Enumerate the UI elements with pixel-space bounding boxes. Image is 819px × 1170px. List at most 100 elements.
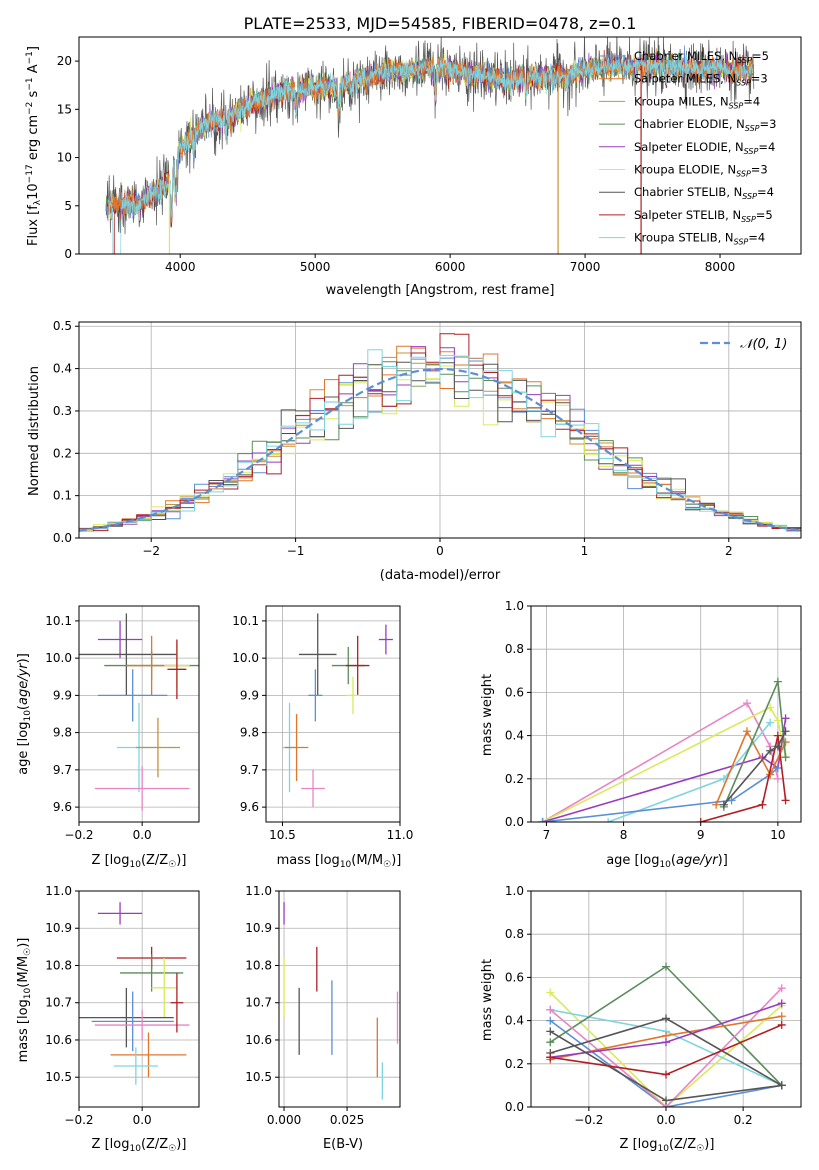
mass-vs-z-ylabel: mass [log10(M/M☉)] bbox=[16, 938, 33, 1063]
weight-marker bbox=[546, 1038, 555, 1047]
y-tick-label: 0.4 bbox=[505, 729, 524, 743]
weight-marker bbox=[546, 1016, 555, 1025]
weight-marker bbox=[781, 753, 790, 762]
age-vs-z-xlabel: Z [log10(Z/Z☉)] bbox=[92, 853, 187, 870]
weight-marker bbox=[773, 677, 782, 686]
legend-label: Kroupa MILES, NSSP=4 bbox=[634, 94, 760, 110]
x-tick-label: 2 bbox=[725, 544, 733, 558]
weight-marker bbox=[662, 1070, 670, 1079]
legend-label: Salpeter ELODIE, NSSP=4 bbox=[634, 140, 775, 156]
weight-marker bbox=[777, 984, 786, 993]
x-tick-label: 7000 bbox=[570, 260, 601, 274]
weight-marker bbox=[662, 1014, 670, 1023]
x-tick-label: −0.2 bbox=[64, 1113, 93, 1127]
weight-line bbox=[549, 1019, 782, 1107]
x-tick-label: 7 bbox=[543, 828, 551, 842]
weight-marker bbox=[781, 796, 790, 805]
weight-marker bbox=[546, 1005, 555, 1014]
y-tick-label: 0.8 bbox=[505, 642, 524, 656]
y-tick-label: 9.8 bbox=[240, 726, 259, 740]
weight-marker bbox=[662, 962, 670, 971]
x-tick-label: 1 bbox=[581, 544, 589, 558]
weight-line bbox=[542, 706, 787, 822]
weight-marker bbox=[743, 727, 751, 736]
age-vs-mass-panel: 10.5 11.0 9.6 9.7 9.8 9.9 10.0 10.1 mass [log10… bbox=[232, 605, 413, 870]
normal-curve bbox=[79, 367, 801, 532]
y-tick-label: 10.0 bbox=[45, 651, 72, 665]
y-tick-label: 10.5 bbox=[245, 1070, 272, 1084]
weight-line bbox=[700, 735, 787, 822]
x-tick-label: 0.0 bbox=[133, 828, 152, 842]
mass-vs-z-plot-area: −0.2 0.0 10.5 10.6 10.7 10.8 10.9 11.0 bbox=[45, 884, 200, 1127]
data-layer bbox=[79, 902, 190, 1085]
weight-marker bbox=[781, 714, 790, 723]
y-tick-label: 0.2 bbox=[505, 772, 524, 786]
x-tick-label: 0.0 bbox=[656, 1113, 675, 1127]
y-tick-label: 0.0 bbox=[505, 815, 524, 829]
y-tick-label: 10.7 bbox=[45, 996, 72, 1010]
x-tick-label: 0.025 bbox=[330, 1113, 364, 1127]
data-layer bbox=[283, 902, 399, 1100]
weight-marker bbox=[719, 800, 728, 809]
residuals-xlabel: (data-model)/error bbox=[380, 568, 501, 583]
weight-marker bbox=[773, 716, 782, 725]
y-tick-label: 0.0 bbox=[53, 531, 72, 545]
y-tick-label: 10.9 bbox=[45, 921, 72, 935]
weight-marker bbox=[743, 699, 751, 708]
y-tick-label: 0.6 bbox=[505, 685, 524, 699]
age-vs-z-plot-area: −0.2 0.0 9.6 9.7 9.8 9.9 10.0 10.1 bbox=[45, 605, 200, 842]
axes-frame bbox=[78, 605, 200, 823]
weight-marker bbox=[781, 727, 790, 736]
residuals-panel: −2 −1 0 1 2 0.0 0.1 0.2 0.3 0.4 0.5 𝒩(0, 1) (data-m… bbox=[27, 319, 802, 583]
x-tick-label: 10.5 bbox=[269, 828, 296, 842]
y-tick-label: 0.2 bbox=[505, 1057, 524, 1071]
spectrum-panel: 4000 5000 6000 7000 8000 0 5 10 15 20 Chabrier MIL… bbox=[25, 36, 802, 298]
weight-marker bbox=[662, 1096, 670, 1105]
weight-marker bbox=[773, 731, 782, 740]
weight-marker bbox=[777, 1012, 786, 1021]
weight-marker bbox=[662, 1038, 670, 1047]
weight-marker bbox=[538, 818, 547, 822]
x-tick-label: 0.0 bbox=[133, 1113, 152, 1127]
legend-label: Salpeter MILES, NSSP=3 bbox=[634, 72, 768, 88]
weight-vs-age-plot-area: 7 8 9 10 0.0 0.2 0.4 0.6 0.8 1.0 bbox=[505, 599, 802, 842]
y-tick-label: 1.0 bbox=[505, 599, 524, 613]
y-tick-label: 11.0 bbox=[45, 884, 72, 898]
y-tick-label: 5 bbox=[64, 199, 72, 213]
y-tick-label: 9.6 bbox=[53, 800, 72, 814]
age-vs-z-ylabel: age [log10(age/yr)] bbox=[16, 653, 33, 775]
y-tick-label: 9.6 bbox=[240, 800, 259, 814]
mass-vs-z-xlabel: Z [log10(Z/Z☉)] bbox=[92, 1137, 187, 1154]
x-tick-label: 10 bbox=[770, 828, 785, 842]
y-tick-label: 10.5 bbox=[45, 1070, 72, 1084]
weight-marker bbox=[727, 796, 736, 805]
y-tick-label: 0.0 bbox=[505, 1100, 524, 1114]
weight-marker bbox=[766, 718, 775, 727]
axes-frame bbox=[78, 36, 802, 255]
figure-title: PLATE=2533, MJD=54585, FIBERID=0478, z=0… bbox=[244, 14, 637, 33]
weight-marker bbox=[712, 800, 721, 809]
axes-frame bbox=[78, 890, 200, 1108]
mass-vs-ebv-plot-area: 0.000 0.025 10.5 10.6 10.7 10.8 10.9 11.0 bbox=[245, 884, 401, 1127]
y-tick-label: 10.6 bbox=[45, 1033, 72, 1047]
y-tick-label: 0.5 bbox=[53, 319, 72, 333]
x-tick-label: −2 bbox=[142, 544, 160, 558]
data-layer bbox=[282, 613, 393, 808]
y-tick-label: 10 bbox=[57, 151, 72, 165]
y-tick-label: 20 bbox=[57, 54, 72, 68]
spectrum-ylabel: Flux [fλ10−17 erg cm−2 s−1 A−1] bbox=[25, 46, 43, 246]
y-tick-label: 9.9 bbox=[240, 688, 259, 702]
axes-frame bbox=[530, 605, 802, 823]
x-tick-label: −0.2 bbox=[574, 1113, 603, 1127]
age-vs-z-panel: −0.2 0.0 9.6 9.7 9.8 9.9 10.0 10.1 Z [log10(Z/Z… bbox=[16, 605, 200, 870]
x-tick-label: 0 bbox=[436, 544, 444, 558]
y-tick-label: 9.8 bbox=[53, 726, 72, 740]
weight-marker bbox=[777, 999, 786, 1008]
weight-marker bbox=[777, 1081, 786, 1090]
y-tick-label: 11.0 bbox=[245, 884, 272, 898]
weight-marker bbox=[696, 818, 705, 822]
weight-marker bbox=[604, 818, 613, 822]
y-tick-label: 0.4 bbox=[53, 362, 72, 376]
spectrum-line bbox=[107, 51, 754, 254]
x-tick-label: −1 bbox=[287, 544, 305, 558]
